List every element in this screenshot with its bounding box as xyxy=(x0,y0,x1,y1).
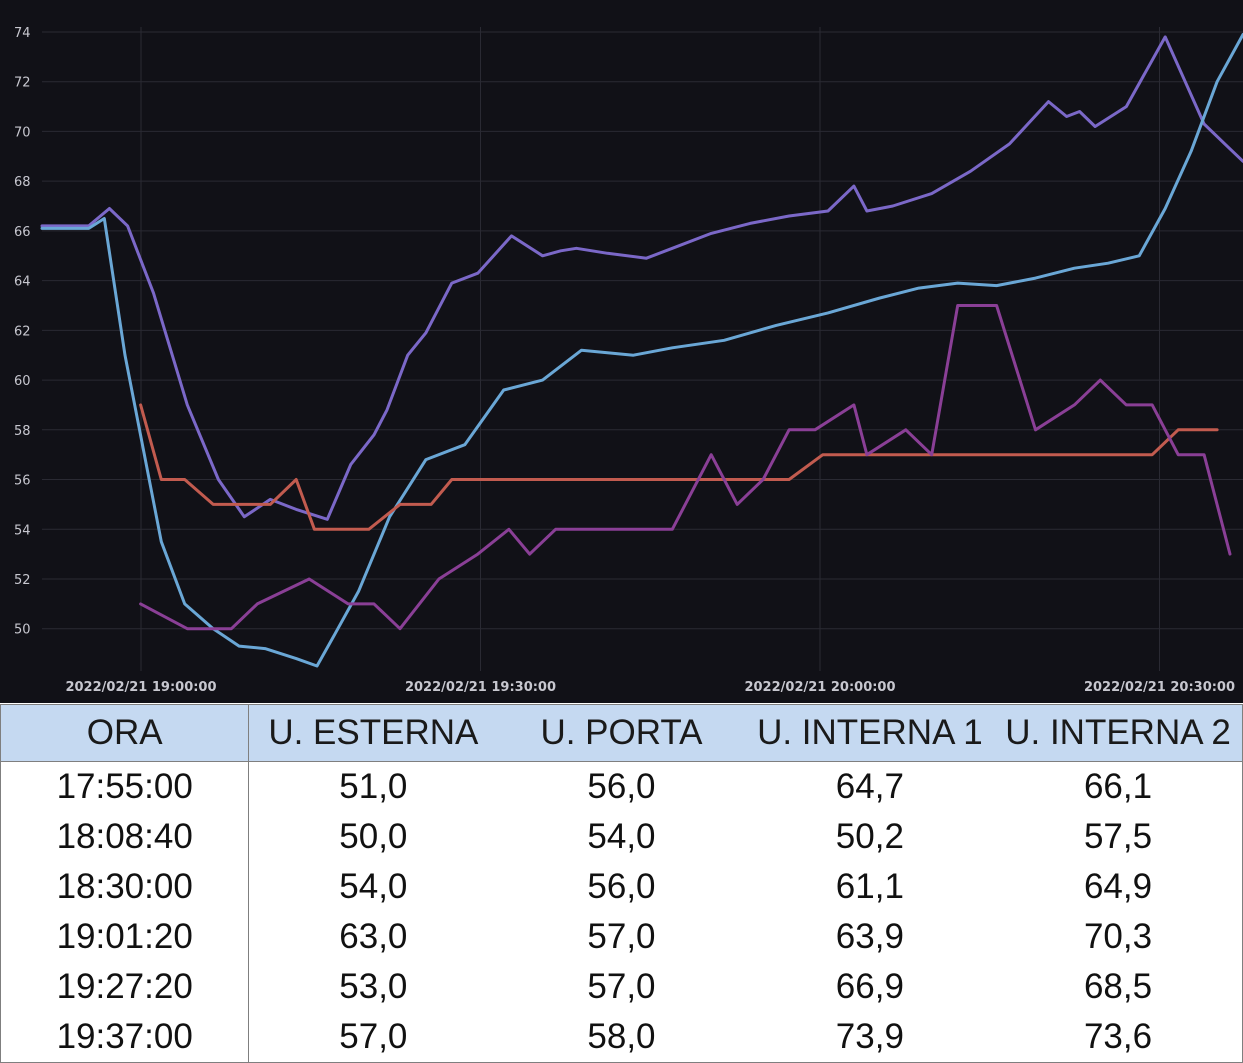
table-row: 18:08:40 50,0 54,0 50,2 57,5 xyxy=(0,812,1243,862)
table-cell: 64,7 xyxy=(835,767,904,806)
table-cell: 54,0 xyxy=(587,817,656,856)
table-body: 17:55:00 51,0 56,0 64,7 66,1 18:08:40 50,0 54,0… xyxy=(0,761,1243,1063)
x-tick-label: 2022/02/21 19:30:00 xyxy=(405,680,556,695)
table-cell: 57,0 xyxy=(587,967,656,1006)
table-cell: 19:37:00 xyxy=(0,1012,250,1063)
x-axis: 2022/02/21 19:00:00 2022/02/21 19:30:00 20… xyxy=(65,680,1235,695)
column-header: ORA xyxy=(0,704,250,762)
table-cell: 63,0 xyxy=(339,917,408,956)
table-cell: 57,5 xyxy=(994,812,1243,862)
table-row: 19:27:20 53,0 57,0 66,9 68,5 xyxy=(0,962,1243,1012)
table-row: 19:01:20 63,0 57,0 63,9 70,3 xyxy=(0,912,1243,962)
y-axis: 50 52 54 56 58 60 62 64 66 68 70 72 74 xyxy=(14,26,31,638)
y-tick-label: 66 xyxy=(14,225,31,240)
y-tick-label: 52 xyxy=(14,573,31,588)
table-cell: 17:55:00 xyxy=(0,761,250,812)
x-tick-label: 2022/02/21 19:00:00 xyxy=(65,680,216,695)
y-tick-label: 54 xyxy=(14,523,31,538)
data-table: ORA U. ESTERNA U. PORTA U. INTERNA 1 U. INTE… xyxy=(0,704,1243,1063)
table-cell: 66,1 xyxy=(994,761,1243,812)
table-cell: 64,9 xyxy=(994,862,1243,912)
table-cell: 57,0 xyxy=(248,1012,498,1063)
y-tick-label: 72 xyxy=(14,76,31,91)
column-header: U. ESTERNA xyxy=(248,704,498,762)
series-line-4 xyxy=(139,304,1232,631)
y-tick-label: 58 xyxy=(14,424,31,439)
y-tick-label: 62 xyxy=(14,324,31,339)
table-cell: 19:27:20 xyxy=(0,962,250,1012)
column-header: U. INTERNA 2 xyxy=(994,704,1243,762)
table-cell: 56,0 xyxy=(587,867,656,906)
x-tick-label: 2022/02/21 20:00:00 xyxy=(744,680,895,695)
x-tick-label: 2022/02/21 20:30:00 xyxy=(1084,680,1235,695)
table-cell: 61,1 xyxy=(835,867,904,906)
table-cell: 19:01:20 xyxy=(0,912,250,962)
table-cell: 56,0 xyxy=(587,767,656,806)
column-header: U. PORTA xyxy=(497,704,746,762)
table-cell: 57,0 xyxy=(587,917,656,956)
series-line-2 xyxy=(40,33,1243,668)
chart-panel: 50 52 54 56 58 60 62 64 66 68 70 72 74 2022/02/21 19… xyxy=(0,0,1243,703)
table-cell: 58,0 xyxy=(497,1012,746,1063)
y-tick-label: 68 xyxy=(14,175,31,190)
table-cell: 73,9 xyxy=(745,1012,995,1063)
table-cell: 66,9 xyxy=(835,967,904,1006)
table-row: 19:37:00 57,0 58,0 73,9 73,6 xyxy=(0,1012,1243,1063)
y-tick-label: 64 xyxy=(14,275,31,290)
y-tick-label: 60 xyxy=(14,374,31,389)
table-cell: 50,0 xyxy=(339,817,408,856)
table-row: 17:55:00 51,0 56,0 64,7 66,1 xyxy=(0,761,1243,812)
table-cell: 70,3 xyxy=(994,912,1243,962)
y-tick-label: 70 xyxy=(14,125,31,140)
table-cell: 54,0 xyxy=(339,867,408,906)
series-line-3 xyxy=(139,403,1219,531)
table-cell: 18:30:00 xyxy=(0,862,250,912)
y-tick-label: 74 xyxy=(14,26,31,41)
table-cell: 63,9 xyxy=(835,917,904,956)
table-cell: 18:08:40 xyxy=(0,812,250,862)
y-tick-label: 56 xyxy=(14,474,31,489)
table-cell: 51,0 xyxy=(339,767,408,806)
series-line-1 xyxy=(40,35,1243,521)
table-cell: 73,6 xyxy=(994,1012,1243,1063)
series-group xyxy=(40,33,1243,668)
column-header: U. INTERNA 1 xyxy=(745,704,995,762)
table-header-row: ORA U. ESTERNA U. PORTA U. INTERNA 1 U. INTE… xyxy=(0,704,1243,762)
table-cell: 50,2 xyxy=(835,817,904,856)
table-row: 18:30:00 54,0 56,0 61,1 64,9 xyxy=(0,862,1243,912)
y-tick-label: 50 xyxy=(14,623,31,638)
chart-grid xyxy=(42,27,1243,671)
line-chart: 50 52 54 56 58 60 62 64 66 68 70 72 74 2022/02/21 19… xyxy=(14,26,1243,695)
table-cell: 53,0 xyxy=(339,967,408,1006)
table-cell: 68,5 xyxy=(994,962,1243,1012)
